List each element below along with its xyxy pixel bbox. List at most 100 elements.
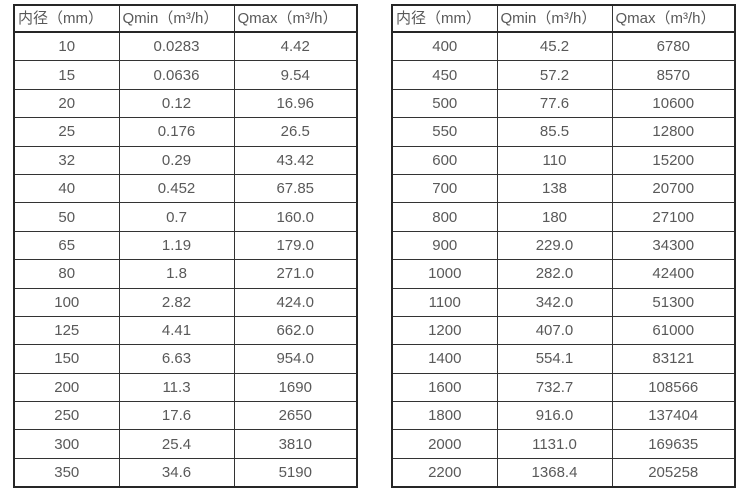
table-cell: 2.82 (118, 287, 235, 317)
table-cell: 20700 (611, 173, 736, 204)
table-row: 15 0.0636 9.54 (13, 60, 358, 90)
flow-rate-table-small-diameters: 内径（mm） Qmin（m³/h） Qmax（m³/h） 10 0.0283 4.42 1… (13, 4, 358, 488)
table-cell: 0.12 (118, 88, 235, 119)
table-cell: 954.0 (233, 344, 358, 374)
table-cell: 250 (13, 401, 120, 431)
table-row: 200 11.3 1690 (13, 372, 358, 403)
table-cell: 407.0 (496, 315, 613, 346)
table-cell: 1400 (391, 344, 498, 374)
table-row: 2000 1131.0 169635 (391, 429, 736, 459)
table-cell: 160.0 (233, 202, 358, 232)
table-cell: 20 (13, 88, 120, 119)
table-cell: 42400 (611, 259, 736, 289)
table-cell: 3810 (233, 429, 358, 459)
table-cell: 900 (391, 230, 498, 261)
column-header: Qmax（m³/h） (611, 4, 736, 33)
table-cell: 16.96 (233, 88, 358, 119)
table-cell: 300 (13, 429, 120, 459)
table-cell: 125 (13, 315, 120, 346)
table-cell: 2000 (391, 429, 498, 459)
table-cell: 550 (391, 117, 498, 147)
table-cell: 554.1 (496, 344, 613, 374)
table-cell: 0.176 (118, 117, 235, 147)
table-cell: 12800 (611, 117, 736, 147)
table-cell: 342.0 (496, 287, 613, 317)
table-cell: 26.5 (233, 117, 358, 147)
table-cell: 17.6 (118, 401, 235, 431)
table-cell: 85.5 (496, 117, 613, 147)
table-cell: 110 (496, 145, 613, 175)
table-cell: 40 (13, 173, 120, 204)
table-row: 40 0.452 67.85 (13, 173, 358, 204)
table-row: 80 1.8 271.0 (13, 259, 358, 289)
table-cell: 15 (13, 60, 120, 90)
table-row: 100 2.82 424.0 (13, 287, 358, 317)
header-row: 内径（mm） Qmin（m³/h） Qmax（m³/h） (391, 4, 736, 33)
table-row: 600 110 15200 (391, 145, 736, 175)
table-header: 内径（mm） Qmin（m³/h） Qmax（m³/h） (391, 4, 736, 33)
table-cell: 108566 (611, 372, 736, 403)
column-header: Qmin（m³/h） (118, 4, 235, 33)
table-cell: 61000 (611, 315, 736, 346)
table-cell: 80 (13, 259, 120, 289)
table-row: 1400 554.1 83121 (391, 344, 736, 374)
table-cell: 1100 (391, 287, 498, 317)
column-header: 内径（mm） (13, 4, 120, 33)
table-cell: 150 (13, 344, 120, 374)
column-header: Qmax（m³/h） (233, 4, 358, 33)
table-cell: 200 (13, 372, 120, 403)
table-cell: 400 (391, 31, 498, 62)
table-cell: 1200 (391, 315, 498, 346)
table-cell: 50 (13, 202, 120, 232)
table-cell: 1800 (391, 401, 498, 431)
table-row: 500 77.6 10600 (391, 88, 736, 119)
table-cell: 2650 (233, 401, 358, 431)
table-cell: 57.2 (496, 60, 613, 90)
column-header: 内径（mm） (391, 4, 498, 33)
table-cell: 282.0 (496, 259, 613, 289)
table-row: 300 25.4 3810 (13, 429, 358, 459)
table-row: 1000 282.0 42400 (391, 259, 736, 289)
table-row: 700 138 20700 (391, 173, 736, 204)
table-row: 250 17.6 2650 (13, 401, 358, 431)
table-body: 400 45.2 6780 450 57.2 8570 500 77.6 10600 550 85.… (391, 31, 736, 488)
table-row: 800 180 27100 (391, 202, 736, 232)
table-cell: 169635 (611, 429, 736, 459)
table-cell: 43.42 (233, 145, 358, 175)
table-cell: 1131.0 (496, 429, 613, 459)
table-cell: 51300 (611, 287, 736, 317)
table-cell: 0.7 (118, 202, 235, 232)
table-cell: 77.6 (496, 88, 613, 119)
table-row: 65 1.19 179.0 (13, 230, 358, 261)
table-cell: 25.4 (118, 429, 235, 459)
table-cell: 137404 (611, 401, 736, 431)
table-cell: 34300 (611, 230, 736, 261)
table-cell: 10600 (611, 88, 736, 119)
header-row: 内径（mm） Qmin（m³/h） Qmax（m³/h） (13, 4, 358, 33)
table-row: 1200 407.0 61000 (391, 315, 736, 346)
table-cell: 15200 (611, 145, 736, 175)
table-row: 550 85.5 12800 (391, 117, 736, 147)
table-row: 50 0.7 160.0 (13, 202, 358, 232)
table-row: 150 6.63 954.0 (13, 344, 358, 374)
table-cell: 45.2 (496, 31, 613, 62)
table-cell: 32 (13, 145, 120, 175)
table-cell: 0.0636 (118, 60, 235, 90)
table-cell: 662.0 (233, 315, 358, 346)
table-row: 450 57.2 8570 (391, 60, 736, 90)
flow-rate-table-large-diameters: 内径（mm） Qmin（m³/h） Qmax（m³/h） 400 45.2 6780 45… (391, 4, 736, 488)
table-cell: 65 (13, 230, 120, 261)
table-cell: 6780 (611, 31, 736, 62)
table-cell: 229.0 (496, 230, 613, 261)
table-cell: 27100 (611, 202, 736, 232)
table-cell: 9.54 (233, 60, 358, 90)
table-row: 900 229.0 34300 (391, 230, 736, 261)
table-cell: 1600 (391, 372, 498, 403)
table-cell: 500 (391, 88, 498, 119)
table-cell: 1.19 (118, 230, 235, 261)
table-row: 20 0.12 16.96 (13, 88, 358, 119)
table-body: 10 0.0283 4.42 15 0.0636 9.54 20 0.12 16.96 25 0.1… (13, 31, 358, 488)
table-cell: 600 (391, 145, 498, 175)
table-cell: 916.0 (496, 401, 613, 431)
